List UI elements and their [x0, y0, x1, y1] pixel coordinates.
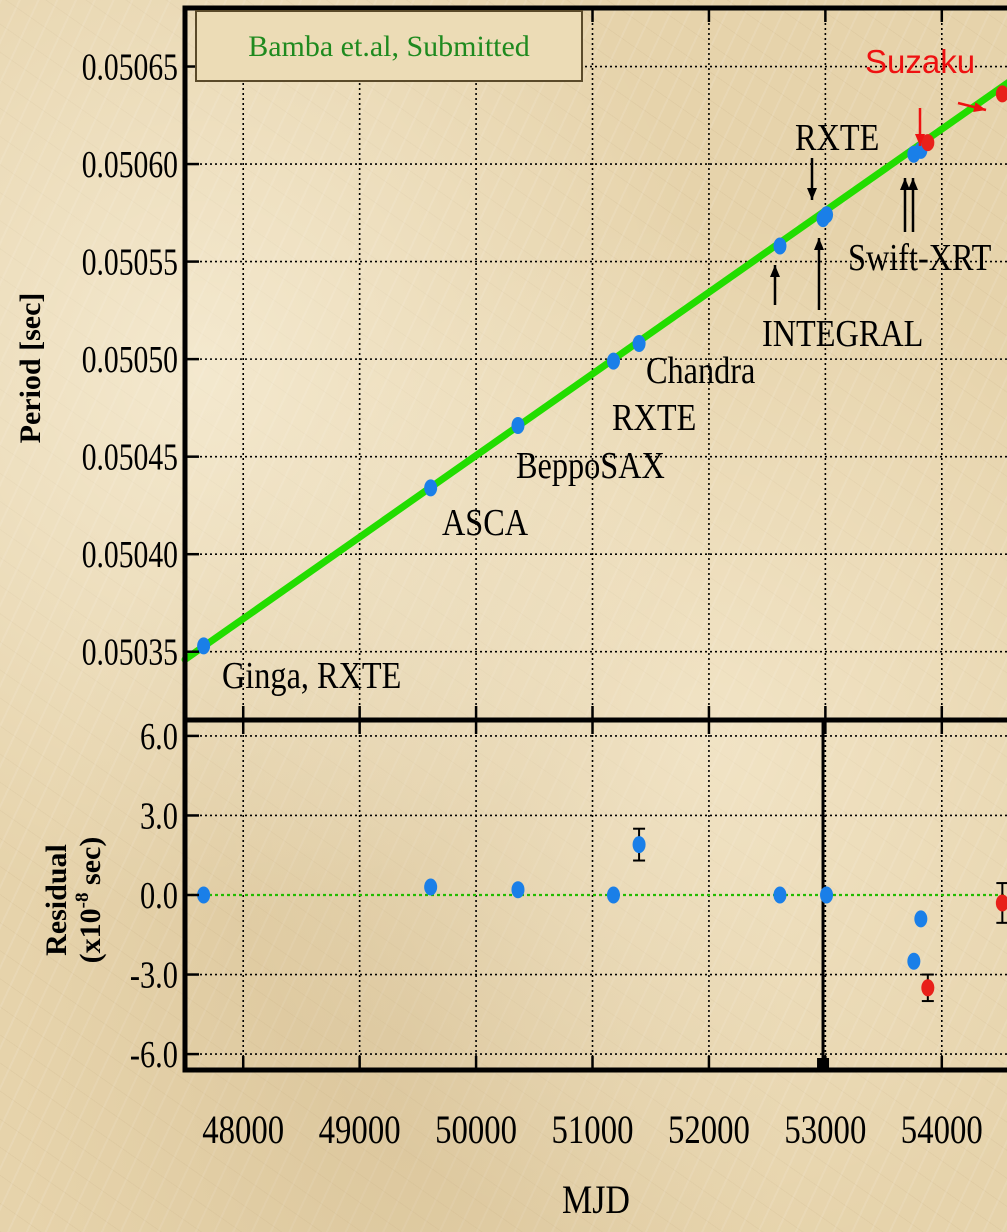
x-tick-labels: 48000 49000 50000 51000 52000 53000 54000	[202, 1107, 983, 1152]
residual-y-tick-label: 6.0	[140, 716, 178, 758]
period-frame	[182, 5, 1007, 723]
integral-arrow-2-head	[814, 238, 824, 250]
x-tick-label: 51000	[552, 1107, 634, 1152]
residual-point	[606, 886, 620, 904]
rxte-arrow-head	[807, 188, 817, 200]
label-swift-xrt: Swift-XRT	[848, 237, 991, 279]
label-suzaku: Suzaku	[865, 43, 975, 80]
residual-point	[424, 878, 438, 896]
period-point	[820, 206, 834, 224]
residual-point	[632, 836, 646, 854]
period-grid	[185, 8, 1007, 720]
residual-panel: -6.0 -3.0 0.0 3.0 6.0 48000 49000 50000 51000 52…	[130, 716, 1007, 1152]
period-y-tick-label: 0.05060	[82, 145, 178, 186]
label-rxte-1: RXTE	[612, 397, 696, 439]
period-y-tick-label: 0.05065	[82, 47, 178, 88]
residual-point	[995, 894, 1007, 912]
period-y-tick-label: 0.05035	[82, 632, 178, 673]
residual-point	[197, 886, 211, 904]
x-tick-label: 53000	[784, 1107, 866, 1152]
label-beppo: BeppoSAX	[516, 445, 665, 487]
x-axis-title: MJD	[562, 1179, 630, 1223]
residual-y-tick-label: -6.0	[130, 1034, 178, 1076]
residual-frame	[182, 717, 1007, 1073]
residual-point	[820, 886, 834, 904]
period-y-tick-label: 0.05050	[82, 340, 178, 381]
period-panel: 0.05035 0.05040 0.05045 0.05050 0.05055 0.050…	[82, 5, 1007, 723]
y-axis-title-residual-units: (x10-8 sec)	[72, 837, 107, 964]
period-y-ticks: 0.05035 0.05040 0.05045 0.05050 0.05055 0.050…	[82, 8, 944, 720]
residual-point	[511, 881, 525, 899]
period-points	[197, 85, 1007, 655]
swift-arrow-1-head	[900, 178, 910, 190]
integral-arrow-head	[770, 265, 780, 277]
period-point	[424, 479, 438, 497]
suzaku-arrow-2-head	[973, 102, 986, 112]
residual-y-tick-label: 3.0	[140, 795, 178, 837]
swift-arrow-2-head	[908, 178, 918, 190]
period-fit-line	[181, 79, 1007, 664]
label-integral: INTEGRAL	[762, 313, 923, 355]
fit-line	[181, 79, 1007, 664]
residual-y-ticks: -6.0 -3.0 0.0 3.0 6.0	[130, 716, 944, 1076]
credit-box	[195, 10, 583, 82]
label-asca: ASCA	[442, 502, 529, 544]
residual-point	[921, 979, 935, 997]
units-prefix: (x10	[74, 908, 107, 963]
period-point	[632, 335, 646, 353]
period-point	[606, 352, 620, 370]
units-exponent: -8	[72, 892, 93, 908]
label-rxte-2: RXTE	[795, 117, 879, 159]
residual-point	[914, 910, 928, 928]
units-suffix: sec)	[74, 837, 107, 893]
period-y-tick-label: 0.05055	[82, 242, 178, 283]
period-point	[773, 237, 787, 255]
x-tick-label: 50000	[435, 1107, 517, 1152]
instrument-arrows	[770, 101, 987, 310]
period-y-tick-label: 0.05040	[82, 535, 178, 576]
residual-points	[197, 827, 1007, 1003]
residual-y-tick-label: -3.0	[130, 954, 178, 996]
residual-y-tick-label: 0.0	[140, 875, 178, 917]
period-y-tick-label: 0.05045	[82, 437, 178, 478]
x-tick-label: 54000	[901, 1107, 983, 1152]
x-tick-label: 49000	[319, 1107, 401, 1152]
suzaku-arrow-1-head	[915, 134, 925, 146]
x-tick-label: 48000	[202, 1107, 284, 1152]
label-ginga: Ginga, RXTE	[222, 655, 401, 697]
period-point	[921, 134, 935, 152]
credit-text: Bamba et.al, Submitted	[248, 30, 530, 63]
residual-point	[907, 952, 921, 970]
period-point	[995, 85, 1007, 103]
x-tick-label: 52000	[668, 1107, 750, 1152]
period-point	[197, 637, 211, 655]
y-axis-title-period: Period [sec]	[14, 293, 47, 444]
residual-point	[773, 886, 787, 904]
y-axis-title-residual: Residual	[40, 844, 73, 956]
label-chandra: Chandra	[646, 350, 756, 392]
period-point	[511, 416, 525, 434]
